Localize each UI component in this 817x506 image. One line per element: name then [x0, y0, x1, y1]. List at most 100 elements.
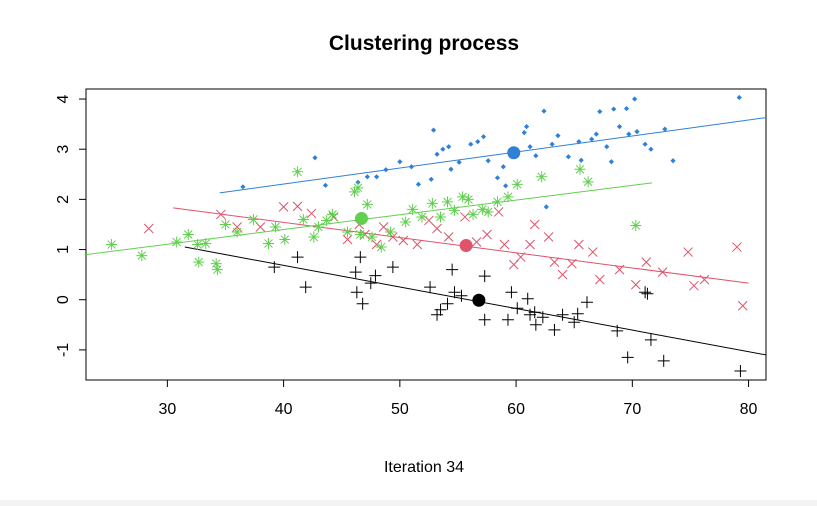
data-point — [432, 223, 442, 234]
data-point — [732, 242, 742, 252]
data-point — [412, 239, 423, 250]
data-point — [657, 267, 668, 277]
data-point — [521, 130, 527, 136]
data-point — [350, 286, 363, 299]
data-point — [616, 124, 623, 130]
data-point — [528, 306, 541, 319]
data-point — [485, 158, 491, 164]
data-point — [342, 226, 354, 238]
data-point — [440, 146, 446, 152]
data-point — [443, 232, 454, 242]
centroids — [354, 146, 521, 307]
centroid-2 — [354, 211, 368, 225]
data-point — [398, 235, 409, 246]
axes: 30 40 50 60 70 80 -1 0 1 2 3 4 — [55, 94, 758, 418]
data-point — [657, 354, 670, 367]
data-point — [549, 257, 560, 267]
data-point — [644, 333, 657, 346]
data-point — [428, 176, 434, 182]
data-point — [268, 261, 281, 274]
x-tick-label: 40 — [275, 401, 293, 418]
data-point — [589, 136, 595, 142]
data-point — [548, 323, 561, 336]
data-point — [355, 179, 361, 185]
data-point — [529, 219, 540, 230]
data-point — [383, 167, 389, 173]
data-point — [366, 231, 378, 243]
data-point — [407, 203, 419, 215]
data-point — [574, 163, 586, 175]
data-point — [200, 238, 212, 250]
data-point — [136, 250, 148, 262]
data-point — [457, 191, 469, 203]
data-point — [426, 197, 438, 209]
data-point — [441, 297, 454, 310]
fit-line-2 — [85, 182, 653, 256]
data-point — [567, 258, 577, 269]
data-point — [634, 129, 640, 135]
data-point — [536, 311, 549, 324]
data-point — [511, 302, 524, 315]
data-point — [369, 269, 382, 282]
data-point — [482, 206, 494, 218]
data-point — [448, 166, 454, 172]
data-point — [434, 151, 440, 157]
data-point — [434, 303, 447, 316]
x-axis-label: Iteration 34 — [384, 459, 464, 476]
data-point — [361, 198, 373, 210]
data-point — [576, 139, 582, 145]
data-point — [641, 287, 654, 300]
data-point — [397, 159, 403, 165]
data-point — [400, 216, 412, 228]
data-point — [482, 229, 492, 240]
data-point — [736, 94, 742, 101]
data-point — [594, 274, 605, 285]
data-point — [424, 281, 437, 294]
data-point — [388, 232, 398, 242]
data-point — [529, 318, 542, 331]
data-point — [240, 184, 246, 190]
data-point — [192, 239, 204, 251]
data-point — [460, 212, 470, 222]
data-point — [211, 264, 223, 276]
data-point — [354, 229, 366, 240]
data-point — [462, 193, 474, 205]
data-point — [523, 124, 530, 130]
data-point — [306, 208, 317, 219]
centroid-3 — [472, 293, 486, 307]
data-point — [312, 155, 318, 161]
x-tick-label: 70 — [623, 401, 641, 418]
data-point — [292, 166, 304, 178]
data-point — [493, 207, 504, 217]
data-point — [467, 208, 479, 220]
fit-line-0 — [219, 117, 767, 194]
data-point — [435, 211, 447, 223]
data-point — [524, 308, 537, 321]
data-point — [502, 191, 514, 203]
data-point — [342, 234, 353, 245]
data-point — [349, 266, 362, 279]
data-point — [299, 281, 312, 294]
data-point — [571, 307, 584, 320]
data-point — [262, 238, 274, 250]
data-point — [491, 196, 503, 208]
data-point — [630, 279, 641, 290]
data-points — [106, 94, 748, 377]
data-point — [297, 213, 309, 225]
data-point — [446, 263, 459, 276]
data-point — [621, 351, 634, 364]
data-point — [580, 296, 593, 309]
data-point — [699, 274, 710, 285]
x-tick-label: 60 — [507, 401, 525, 418]
data-point — [587, 247, 598, 257]
data-point — [737, 300, 748, 311]
chart-title: Clustering process — [329, 32, 519, 55]
data-point — [415, 181, 422, 187]
data-point — [499, 239, 510, 250]
data-point — [639, 286, 652, 299]
data-point — [626, 131, 632, 137]
data-point — [515, 252, 526, 262]
data-point — [683, 247, 693, 257]
data-point — [503, 183, 509, 189]
data-point — [557, 269, 568, 280]
